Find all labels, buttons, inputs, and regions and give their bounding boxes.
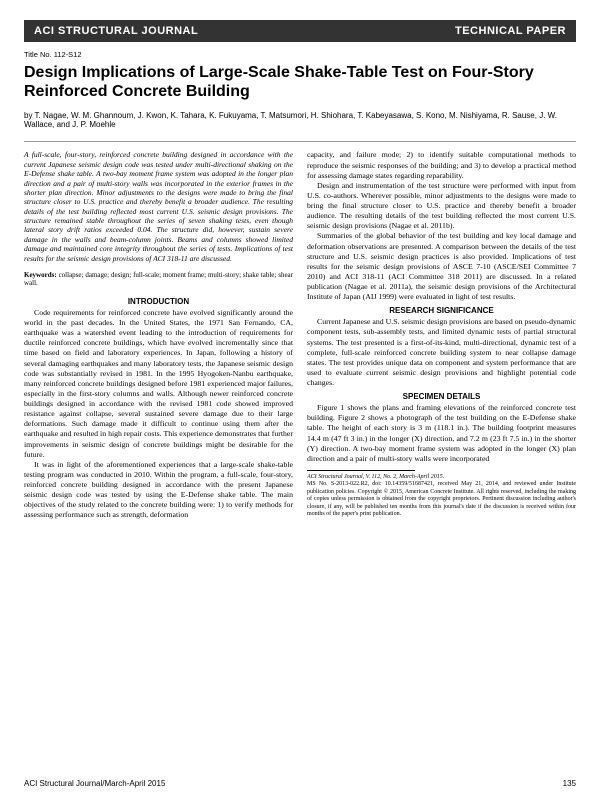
page-footer: ACI Structural Journal/March-April 2015 … <box>24 779 576 788</box>
footer-page-number: 135 <box>563 779 576 788</box>
paper-type: TECHNICAL PAPER <box>455 25 566 37</box>
footer-left: ACI Structural Journal/March-April 2015 <box>24 779 165 788</box>
keywords: Keywords: collapse; damage; design; full… <box>24 271 293 287</box>
section-research: RESEARCH SIGNIFICANCE <box>307 306 576 315</box>
title-number: Title No. 112-S12 <box>24 50 576 59</box>
keywords-label: Keywords: <box>24 271 57 279</box>
title-divider <box>24 141 576 142</box>
body-paragraph: It was in light of the aforementioned ex… <box>24 460 293 521</box>
abstract: A full-scale, four-story, reinforced con… <box>24 150 293 263</box>
footnote-journal-ref: ACI Structural Journal, V. 112, No. 2, M… <box>307 474 444 480</box>
authors: by T. Nagae, W. M. Ghannoum, J. Kwon, K.… <box>24 111 576 129</box>
body-paragraph: Summaries of the global behavior of the … <box>307 231 576 302</box>
footnote-rule <box>307 470 415 471</box>
section-specimen: SPECIMEN DETAILS <box>307 392 576 401</box>
journal-name: ACI STRUCTURAL JOURNAL <box>34 25 198 37</box>
two-column-body: A full-scale, four-story, reinforced con… <box>24 150 576 520</box>
footnote-block: ACI Structural Journal, V. 112, No. 2, M… <box>307 470 576 519</box>
body-paragraph: Figure 1 shows the plans and framing ele… <box>307 403 576 464</box>
body-paragraph: Design and instrumentation of the test s… <box>307 181 576 232</box>
body-paragraph: capacity, and failure mode; 2) to identi… <box>307 150 576 180</box>
section-introduction: INTRODUCTION <box>24 297 293 306</box>
footnote-line: ACI Structural Journal, V. 112, No. 2, M… <box>307 474 576 482</box>
body-paragraph: Current Japanese and U.S. seismic design… <box>307 317 576 388</box>
header-bar: ACI STRUCTURAL JOURNAL TECHNICAL PAPER <box>24 20 576 42</box>
body-paragraph: Code requirements for reinforced concret… <box>24 308 293 460</box>
keywords-text: collapse; damage; design; full-scale; mo… <box>24 271 293 287</box>
main-title: Design Implications of Large-Scale Shake… <box>24 63 576 101</box>
footnote-line: MS No. S-2013-022.R2, doi: 10.14359/5168… <box>307 481 576 519</box>
